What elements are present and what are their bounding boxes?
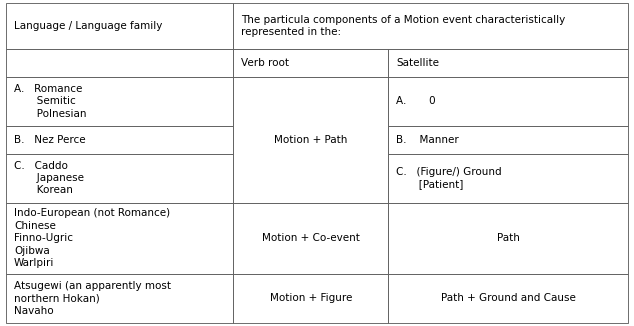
Text: The particula components of a Motion event characteristically
represented in the: The particula components of a Motion eve… (241, 15, 565, 37)
Text: Motion + Figure: Motion + Figure (269, 293, 352, 303)
Bar (389, 77, 628, 126)
Bar (389, 49, 628, 77)
Bar (233, 49, 389, 77)
Text: C.   Caddo
       Japanese
       Korean: C. Caddo Japanese Korean (14, 161, 84, 196)
Bar (6, 154, 233, 202)
Text: Path + Ground and Cause: Path + Ground and Cause (441, 293, 576, 303)
Text: Indo-European (not Romance)
Chinese
Finno-Ugric
Ojibwa
Warlpiri: Indo-European (not Romance) Chinese Finn… (14, 208, 170, 268)
Bar (389, 126, 628, 154)
Text: B.    Manner: B. Manner (396, 135, 459, 145)
Text: A.       0: A. 0 (396, 96, 436, 106)
Bar (6, 3, 233, 49)
Bar (233, 202, 389, 274)
Text: Language / Language family: Language / Language family (14, 21, 162, 31)
Text: Motion + Co-event: Motion + Co-event (262, 233, 359, 243)
Bar (233, 274, 389, 323)
Bar (6, 274, 233, 323)
Bar (6, 49, 233, 77)
Text: Path: Path (496, 233, 519, 243)
Text: C.   (Figure/) Ground
       [Patient]: C. (Figure/) Ground [Patient] (396, 167, 501, 189)
Bar (389, 274, 628, 323)
Text: A.   Romance
       Semitic
       Polnesian: A. Romance Semitic Polnesian (14, 84, 86, 119)
Bar (6, 77, 233, 126)
Text: B.   Nez Perce: B. Nez Perce (14, 135, 86, 145)
Bar (389, 154, 628, 202)
Bar (233, 77, 389, 202)
Text: Motion + Path: Motion + Path (274, 135, 347, 145)
Text: Verb root: Verb root (241, 58, 288, 68)
Bar (233, 3, 628, 49)
Text: Satellite: Satellite (396, 58, 439, 68)
Bar (389, 202, 628, 274)
Text: Atsugewi (an apparently most
northern Hokan)
Navaho: Atsugewi (an apparently most northern Ho… (14, 281, 171, 316)
Bar (6, 126, 233, 154)
Bar (6, 202, 233, 274)
